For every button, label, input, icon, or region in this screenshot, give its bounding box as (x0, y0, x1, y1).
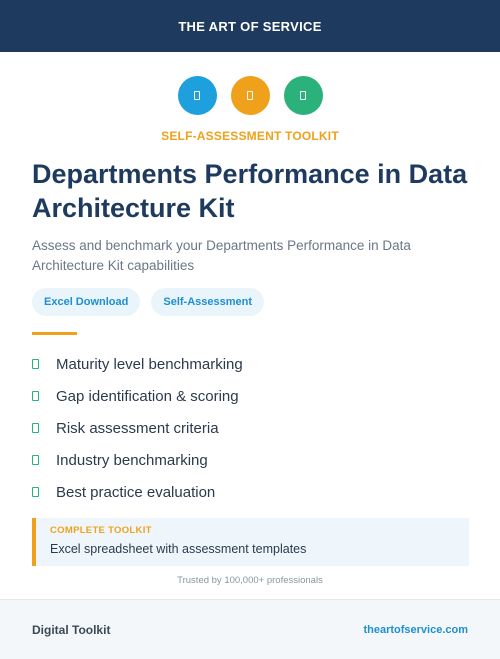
page-title: Departments Performance in Data Architec… (32, 159, 468, 223)
subtitle: Assess and benchmark your Departments Pe… (32, 238, 411, 273)
check-icon (32, 455, 39, 465)
website-link[interactable]: theartofservice.com (363, 623, 468, 636)
feature-text: Industry benchmarking (56, 451, 208, 469)
list-item: Maturity level benchmarking (32, 348, 243, 380)
feature-text: Best practice evaluation (56, 483, 216, 501)
tag-excel-download: Excel Download (32, 288, 141, 316)
tag-self-assessment: Self-Assessment (151, 288, 265, 316)
feature-text: Maturity level benchmarking (56, 355, 243, 373)
feature-text: Gap identification & scoring (56, 387, 239, 405)
list-item: Best practice evaluation (32, 476, 243, 508)
check-icon (32, 391, 39, 401)
check-icon (32, 423, 39, 433)
document-icon (230, 76, 270, 115)
toolkit-callout: COMPLETE TOOLKIT Excel spreadsheet with … (32, 518, 469, 566)
feature-list: Maturity level benchmarking Gap identifi… (32, 348, 243, 508)
list-item: Risk assessment criteria (32, 412, 243, 444)
feature-text: Risk assessment criteria (56, 419, 219, 437)
footer-label: Digital Toolkit (32, 622, 111, 637)
trust-note: Trusted by 100,000+ professionals (177, 575, 323, 586)
check-icon (32, 487, 39, 497)
list-item: Industry benchmarking (32, 444, 243, 476)
accent-divider (32, 332, 77, 335)
icon-row (0, 76, 500, 115)
tag-list: Excel Download Self-Assessment (32, 288, 265, 316)
brand-title: THE ART OF SERVICE (178, 18, 322, 34)
footer: Digital Toolkit theartofservice.com (0, 599, 500, 659)
document-icon (177, 76, 217, 115)
document-icon (283, 76, 323, 115)
check-icon (32, 359, 39, 369)
kicker-label: SELF-ASSESSMENT TOOLKIT (161, 129, 339, 143)
callout-text: Excel spreadsheet with assessment templa… (50, 542, 307, 556)
list-item: Gap identification & scoring (32, 380, 243, 412)
header-bar: THE ART OF SERVICE (0, 0, 500, 52)
callout-label: COMPLETE TOOLKIT (50, 525, 152, 536)
